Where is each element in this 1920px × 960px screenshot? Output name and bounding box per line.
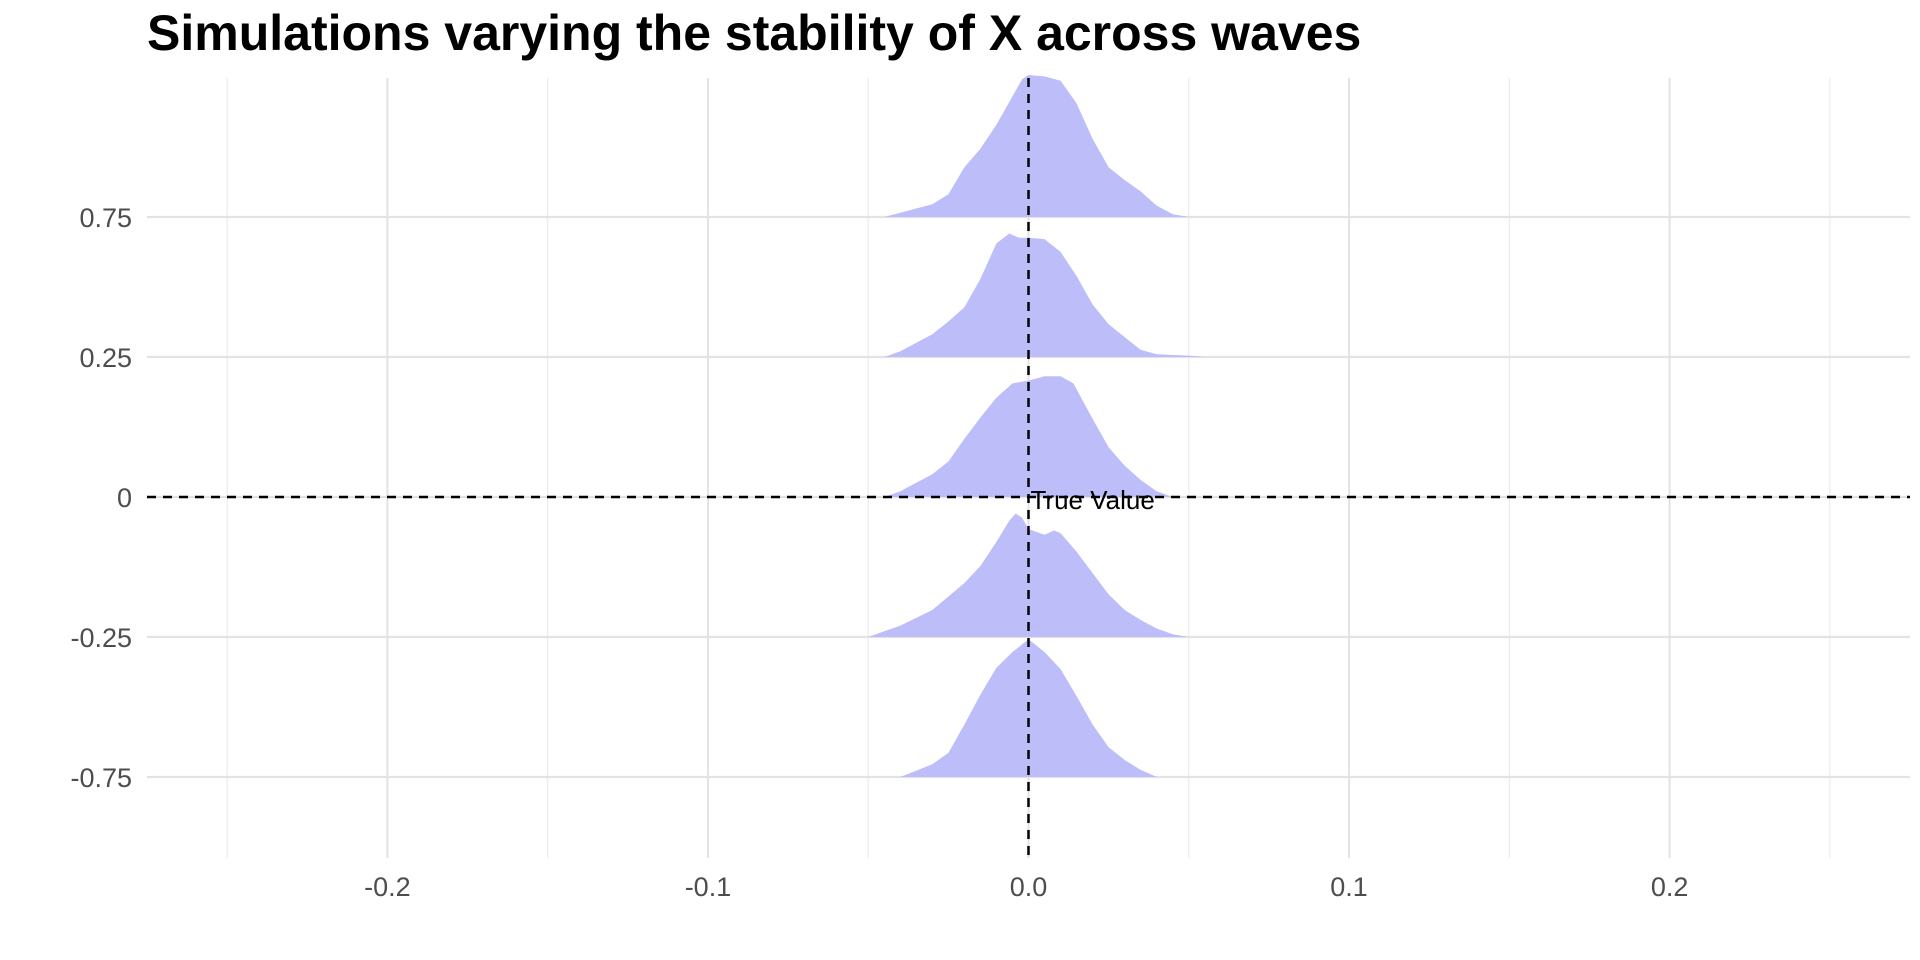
density-ridge: [884, 233, 1205, 357]
annotations: True Value: [1031, 485, 1155, 515]
true-value-label: True Value: [1031, 485, 1155, 515]
axis-labels: -0.2 -0.1 0.0 0.1 0.2 0.75 0.25 0 -0.25 -0.75: [70, 203, 1688, 902]
y-tick-label: -0.25: [70, 623, 132, 653]
x-tick-label: 0.2: [1651, 872, 1689, 902]
density-ridges: [868, 75, 1205, 777]
chart-title: Simulations varying the stability of X a…: [147, 5, 1362, 61]
density-ridge: [884, 75, 1189, 217]
y-tick-label: -0.75: [70, 763, 132, 793]
y-tick-label: 0: [117, 483, 132, 513]
x-tick-label: -0.1: [685, 872, 732, 902]
x-tick-label: -0.2: [364, 872, 411, 902]
y-tick-label: 0.25: [79, 343, 132, 373]
reference-lines: [147, 78, 1910, 858]
y-tick-label: 0.75: [79, 203, 132, 233]
x-tick-label: 0.1: [1330, 872, 1368, 902]
x-tick-label: 0.0: [1010, 872, 1048, 902]
